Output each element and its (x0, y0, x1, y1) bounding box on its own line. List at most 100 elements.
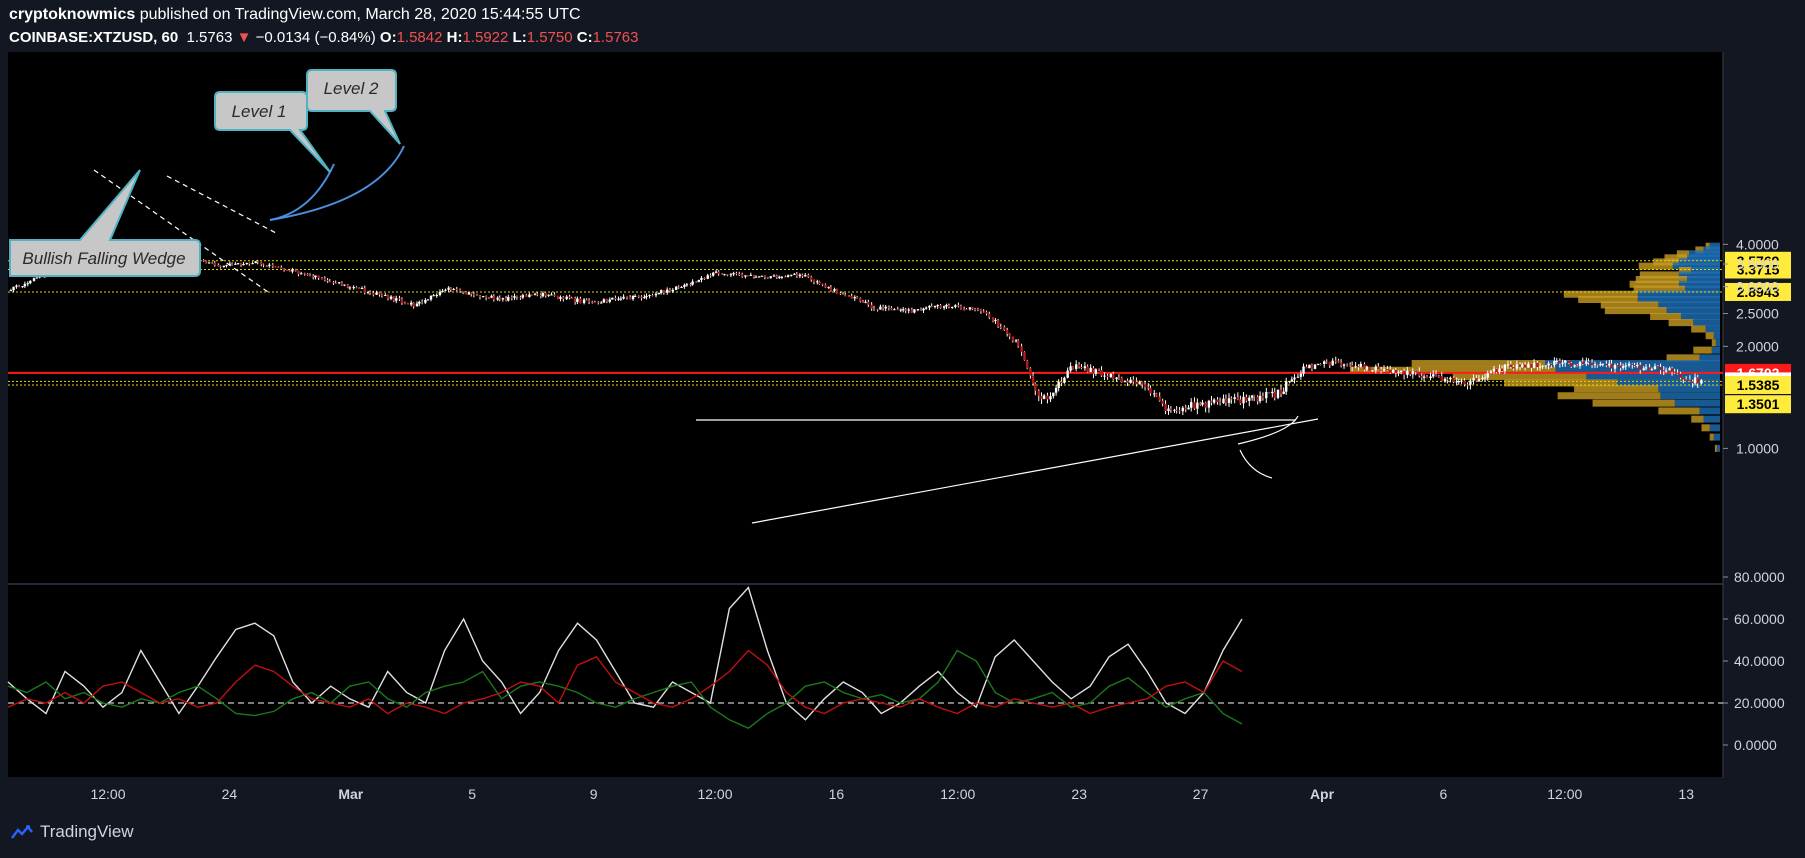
cloud-icon (11, 825, 33, 839)
candle-body (332, 282, 335, 284)
candle-body (720, 273, 724, 275)
candle-body (530, 294, 533, 296)
candle-body (1605, 363, 1608, 366)
candle-body (1224, 398, 1228, 403)
candle-body (337, 282, 341, 284)
candle-body (1397, 372, 1400, 374)
candle-body (780, 276, 784, 278)
osc-tick-label: 60.0000 (1734, 611, 1785, 627)
candle-body (21, 286, 24, 288)
candle-body (559, 297, 562, 299)
author-name[interactable]: cryptoknowmics (9, 6, 136, 23)
candle-body (861, 301, 865, 303)
chart-area[interactable]: 3.57693.37152.89431.67021.57631.53851.35… (0, 52, 1805, 808)
price-label-text: 1.5385 (1737, 377, 1780, 393)
candle-body (449, 287, 453, 290)
breakdown-arrow (1239, 449, 1273, 479)
candle-body (570, 297, 573, 299)
candle-body (1408, 370, 1412, 375)
candle-body (1631, 363, 1634, 365)
candle-body (1302, 366, 1305, 374)
candle-body (1310, 364, 1314, 369)
candle-body (15, 285, 18, 287)
callouts[interactable]: Level 1 Level 2 Bullish Falling Wedge (9, 69, 401, 277)
vp-bar-up (1678, 258, 1720, 266)
candle-body (824, 284, 827, 288)
candle-body (1483, 377, 1487, 379)
candle-body (1371, 370, 1374, 372)
candle-body (1455, 381, 1458, 383)
price-candles[interactable] (9, 252, 1703, 416)
osc-tick-label: 40.0000 (1734, 653, 1785, 669)
candle-body (901, 309, 905, 311)
candle-body (291, 269, 294, 272)
candle-body (1354, 366, 1357, 368)
candle-body (879, 306, 882, 310)
candle-body (703, 277, 706, 279)
tradingview-logo[interactable]: TradingView (10, 822, 134, 842)
candle-body (1481, 377, 1484, 380)
candle-body (1063, 377, 1066, 383)
vp-bar-down (1452, 372, 1587, 380)
high-label: H: (446, 29, 463, 46)
vp-bar-down (1592, 399, 1675, 407)
candle-body (1406, 370, 1409, 376)
candle-body (1261, 395, 1265, 399)
candle-body (1103, 375, 1106, 377)
candle-body (1094, 369, 1098, 374)
candle-body (821, 284, 824, 286)
candle-body (217, 265, 220, 267)
candle-body (947, 305, 951, 307)
candle-body (409, 302, 413, 305)
candle-body (260, 262, 263, 265)
candle-body (17, 285, 21, 287)
candle-body (32, 278, 36, 281)
candle-body (1662, 370, 1665, 372)
time-tick-label: 12:00 (90, 786, 125, 802)
level-2-callout[interactable]: Level 2 (306, 69, 401, 145)
candle-body (1659, 366, 1662, 371)
candle-body (1184, 407, 1187, 410)
horizontal-levels[interactable] (8, 260, 1723, 386)
candle-body (887, 306, 891, 308)
candle-body (403, 302, 407, 304)
candle-body (1486, 373, 1489, 378)
candle-body (1222, 398, 1225, 404)
candle-body (829, 287, 833, 291)
bullish-falling-wedge-callout[interactable]: Bullish Falling Wedge (9, 169, 201, 277)
candle-body (513, 296, 516, 298)
osc-series-line (7, 649, 1243, 715)
candle-body (1342, 364, 1346, 366)
candle-body (481, 296, 485, 298)
candle-body (881, 306, 885, 309)
candle-body (1066, 370, 1069, 378)
trend-drawings[interactable] (93, 145, 1319, 524)
candle-body (1506, 364, 1510, 366)
candle-body (1553, 361, 1556, 366)
candle-body (1204, 402, 1207, 408)
candle-body (1233, 397, 1236, 399)
candle-body (424, 300, 427, 303)
symbol-label[interactable]: COINBASE:XTZUSD, 60 (9, 29, 179, 46)
vp-bar-up (1658, 385, 1720, 393)
candle-body (769, 276, 772, 278)
candle-body (643, 296, 646, 299)
candle-body (1245, 396, 1248, 401)
vp-bar-up (1711, 346, 1720, 354)
candle-body (1164, 403, 1167, 412)
candle-body (1031, 375, 1035, 384)
candle-body (1365, 366, 1369, 370)
vp-bar-down (1714, 444, 1717, 452)
candle-body (1005, 329, 1009, 334)
candle-body (611, 297, 614, 300)
candle-body (988, 313, 991, 318)
dmi-oscillator[interactable] (7, 586, 1723, 730)
candle-body (1570, 362, 1573, 367)
candle-body (1684, 379, 1688, 381)
candle-body (818, 281, 821, 285)
candle-body (1363, 363, 1366, 370)
time-tick-label: 9 (590, 786, 598, 802)
candle-body (470, 292, 473, 295)
candle-body (740, 274, 744, 277)
time-tick-label: 24 (222, 786, 238, 802)
